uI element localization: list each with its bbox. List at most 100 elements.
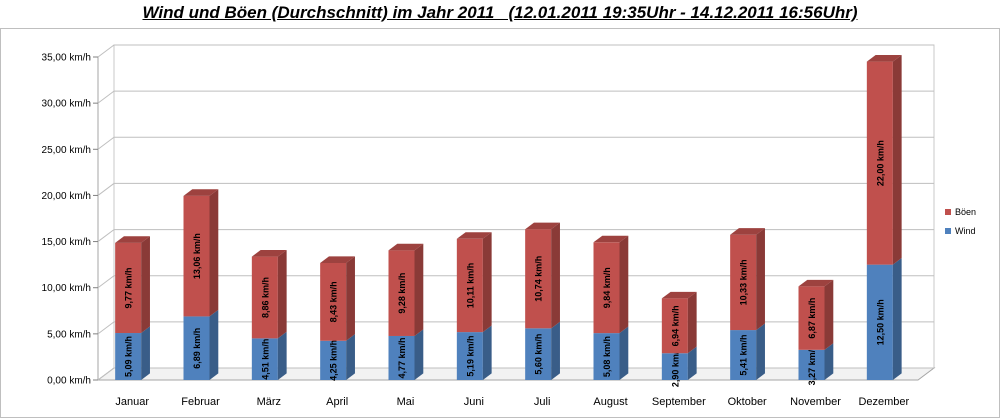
x-tick-label: September [652,396,706,408]
x-tick-label: Oktober [728,396,767,408]
bar-front [115,242,142,334]
legend-label: Böen [955,207,976,217]
bar-front [320,262,347,341]
bar-top [456,232,492,239]
data-label: 5,19 km/h [465,336,475,377]
data-label: 4,51 km/h [260,339,270,380]
data-label: 9,84 km/h [602,267,612,308]
data-label: 10,11 km/h [465,263,475,309]
bar-top [866,55,902,62]
gridlines [97,44,934,381]
data-label: 22,00 km/h [875,140,885,186]
bar-side [687,346,697,380]
data-label: 13,06 km/h [192,233,202,279]
data-label: 10,33 km/h [739,259,749,305]
bar-side [756,228,765,331]
legend: Böen Wind [945,207,976,236]
data-label: 5,41 km/h [739,335,749,376]
x-tick-label: November [790,396,841,408]
bar-front [593,333,620,380]
bar-top [320,256,355,263]
bar-segment-b-en: 6,87 km/h [798,279,834,350]
data-label: 8,86 km/h [260,277,270,318]
legend-label: Wind [955,226,976,236]
x-tick-label: Dezember [858,396,909,408]
bar-side [892,55,902,265]
gridline [97,275,934,289]
bar-front [798,286,825,350]
data-label: 5,08 km/h [602,336,612,377]
bar-segment-b-en: 9,28 km/h [388,243,424,336]
legend-swatch [945,209,951,215]
bars: 5,09 km/h 9,77 km/h 6,89 km/h 13,06 km/h 4,5… [115,55,902,387]
bar-segment-wind: 2,90 km/h [661,346,697,387]
bar-segment-b-en: 9,84 km/h [593,235,629,334]
bar-segment-wind: 4,25 km/h [320,334,355,381]
bar-side [141,326,150,380]
bar-side [346,334,355,380]
bar-front [730,234,757,331]
x-tick-label: Juli [534,396,551,408]
bar-front [251,338,278,380]
x-axis: Januar Februar März April Mai Juni Juli August S… [115,396,909,408]
bar-segment-wind: 4,77 km/h [388,329,424,380]
bar-side [892,258,902,380]
bar-segment-wind: 4,51 km/h [251,331,287,380]
data-label: 4,25 km/h [329,340,339,381]
data-label: 8,43 km/h [329,281,339,322]
data-label: 5,09 km/h [124,336,134,377]
gridline [97,321,934,335]
bar-front [593,242,620,334]
y-tick-label: 35,00 km/h [42,53,91,64]
bar-segment-b-en: 13,06 km/h [183,189,219,317]
bar-front [730,330,757,380]
bar-front [183,195,210,317]
data-label: 3,27 km/h [807,344,817,385]
bar-side [619,235,629,334]
bar-side [619,326,629,380]
bar-front [798,349,825,380]
bar-segment-b-en: 9,77 km/h [115,236,150,334]
data-label: 6,87 km/h [807,298,817,339]
gridline [97,136,934,150]
bar-front [456,238,483,333]
bar-segment-b-en: 10,11 km/h [456,232,492,333]
bar-front [866,264,893,380]
bar-top [115,236,150,243]
bar-side [482,232,492,333]
bar-front [866,61,893,265]
bar-segment-b-en: 8,86 km/h [251,250,287,339]
bar-top [183,189,219,196]
bar-segment-wind: 5,19 km/h [456,325,492,380]
bar-segment-wind: 5,09 km/h [115,326,150,380]
bar-segment-wind: 3,27 km/h [798,343,834,385]
x-tick-label: Januar [115,396,149,408]
data-label: 2,90 km/h [670,346,680,387]
data-label: 6,89 km/h [192,328,202,369]
bar-side [209,309,219,380]
x-tick-label: März [257,396,281,408]
chart-title: Wind und Böen (Durchschnitt) im Jahr 201… [142,3,858,22]
bar-side [551,222,560,329]
bar-front [456,332,483,380]
bar-side [482,325,492,380]
data-label: 12,50 km/h [875,299,885,345]
bar-segment-b-en: 22,00 km/h [866,55,902,265]
y-tick-label: 15,00 km/h [42,237,91,248]
data-label: 5,60 km/h [534,334,544,375]
bar-side [414,329,424,380]
bar-front [661,298,688,354]
data-label: 4,77 km/h [397,337,407,378]
bar-top [388,243,424,251]
bar-top [251,250,287,257]
bar-front [661,353,688,380]
bar-side [414,243,424,336]
y-tick-label: 5,00 km/h [47,329,91,340]
bar-segment-wind: 12,50 km/h [866,258,902,380]
bar-side [277,331,287,380]
gridline [97,229,934,242]
bar-side [824,343,834,380]
y-axis: 0,00 km/h 5,00 km/h 10,00 km/h 15,00 km/h 20… [42,53,98,387]
